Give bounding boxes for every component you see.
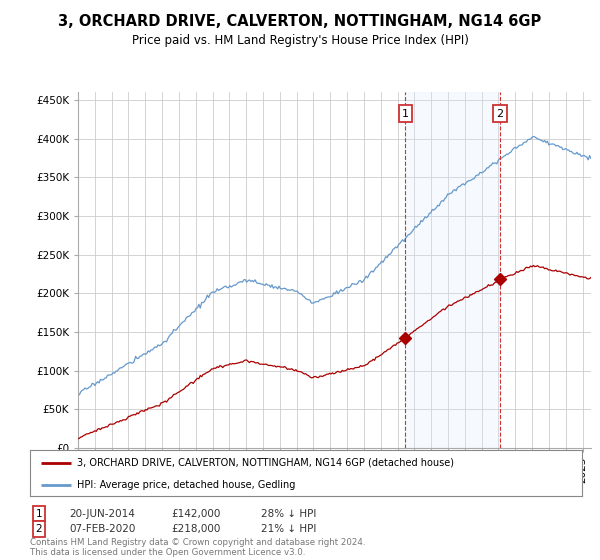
Text: 1: 1 [35,508,43,519]
Text: £218,000: £218,000 [171,524,220,534]
Bar [406,92,500,448]
Text: HPI: Average price, detached house, Gedling: HPI: Average price, detached house, Gedl… [77,480,295,491]
Text: Price paid vs. HM Land Registry's House Price Index (HPI): Price paid vs. HM Land Registry's House … [131,34,469,46]
Text: 3, ORCHARD DRIVE, CALVERTON, NOTTINGHAM, NG14 6GP (detached house): 3, ORCHARD DRIVE, CALVERTON, NOTTINGHAM,… [77,458,454,468]
Text: 21% ↓ HPI: 21% ↓ HPI [261,524,316,534]
Text: £142,000: £142,000 [171,508,220,519]
Text: 2: 2 [35,524,43,534]
Text: 07-FEB-2020: 07-FEB-2020 [69,524,136,534]
Text: 1: 1 [402,109,409,119]
Text: 20-JUN-2014: 20-JUN-2014 [69,508,135,519]
Text: 2: 2 [496,109,503,119]
Text: 28% ↓ HPI: 28% ↓ HPI [261,508,316,519]
Text: Contains HM Land Registry data © Crown copyright and database right 2024.
This d: Contains HM Land Registry data © Crown c… [30,538,365,557]
Text: 3, ORCHARD DRIVE, CALVERTON, NOTTINGHAM, NG14 6GP: 3, ORCHARD DRIVE, CALVERTON, NOTTINGHAM,… [58,14,542,29]
